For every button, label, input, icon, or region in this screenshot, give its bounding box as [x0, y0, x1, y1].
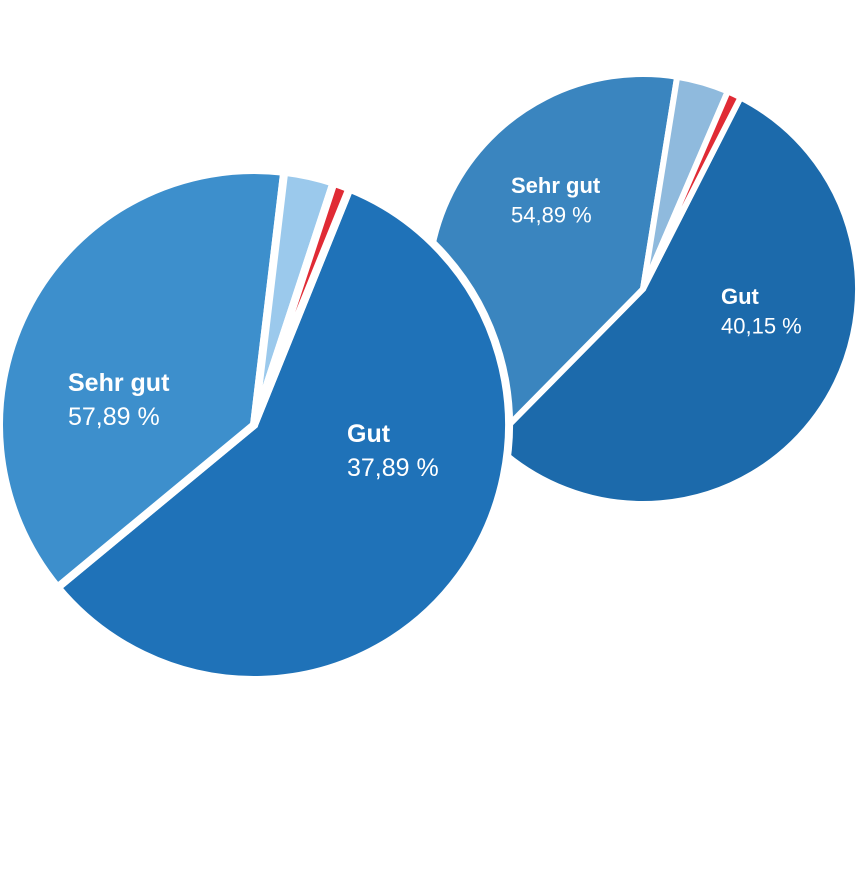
slice-label-name: Sehr gut: [68, 369, 170, 397]
pie-slice-minor-3: [640, 87, 745, 291]
pie-slice-sehr-gut: [487, 93, 859, 507]
slice-label-value: 54,89 %: [511, 203, 592, 228]
slice-label-value: 57,89 %: [68, 403, 160, 431]
pie-slice-minor-3: [250, 177, 355, 427]
slice-label-name: Gut: [721, 284, 760, 309]
slice-label-name: Gut: [347, 420, 391, 448]
slice-label-name: Sehr gut: [511, 173, 601, 198]
pie-chart-right: Sehr gut 54,89 % Gut 40,15 %: [425, 71, 859, 507]
pie-slice-gut: [0, 166, 289, 594]
slice-label-value: 37,89 %: [347, 454, 439, 482]
pie-chart-left: Sehr gut 57,89 % Gut 37,89 %: [0, 166, 513, 684]
slice-label-value: 40,15 %: [721, 314, 802, 339]
pie-slice-sehr-gut: [51, 183, 513, 684]
